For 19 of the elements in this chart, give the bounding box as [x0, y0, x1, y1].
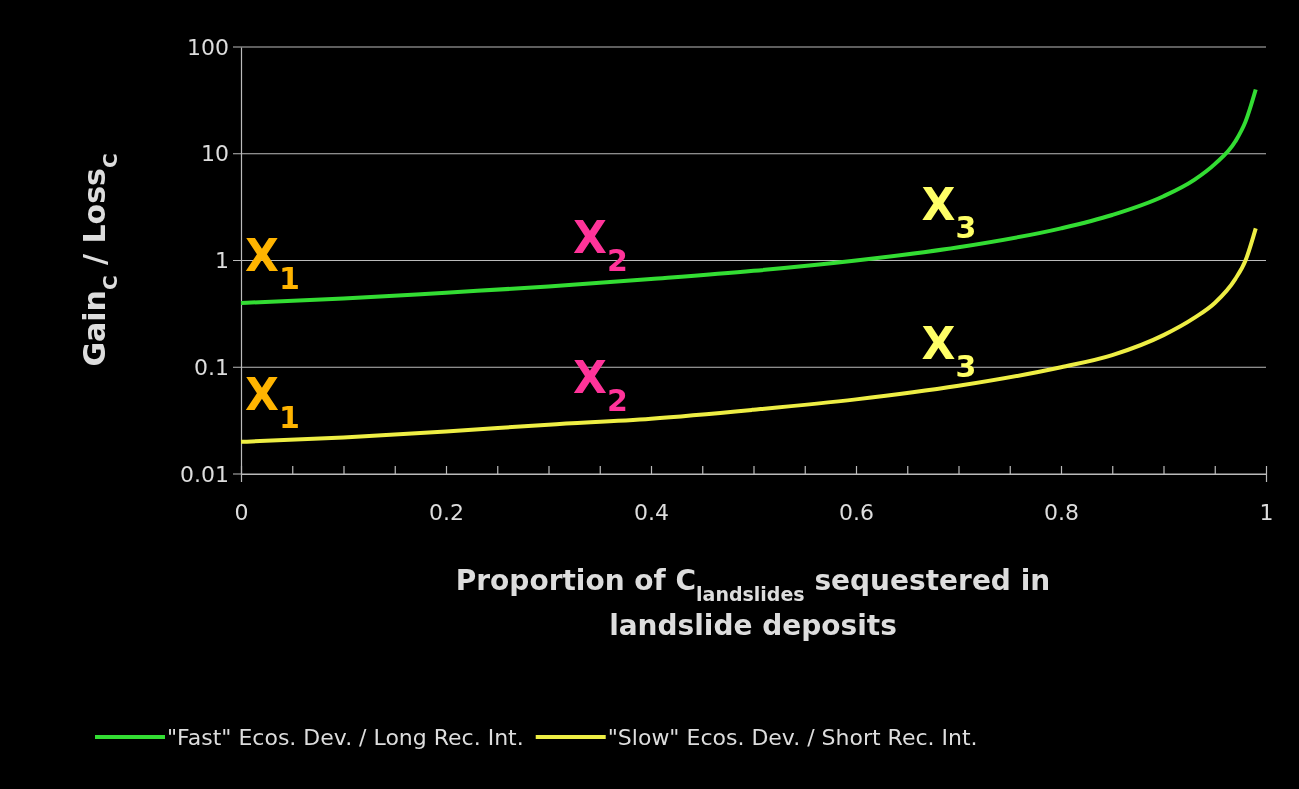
y-tick-label: 1: [215, 248, 229, 274]
annotation: X$_{3}$: [921, 317, 977, 384]
y-tick-label: 10: [201, 141, 229, 167]
x-tick-label: 0.2: [429, 500, 464, 526]
x-tick-label: 0.8: [1044, 500, 1079, 526]
y-tick-label: 0.01: [180, 461, 229, 487]
line-series: [239, 87, 1258, 305]
legend-label: "Fast" Ecos. Dev. / Long Rec. Int.: [167, 725, 524, 750]
annotation: X$_{2}$: [573, 351, 628, 418]
x-tick-label: 1: [1259, 500, 1274, 526]
annotation: X$_{1}$: [245, 368, 300, 435]
annotation: X$_{3}$: [921, 179, 977, 245]
y-tick-label: 100: [187, 34, 229, 60]
x-tick-label: 0: [234, 500, 249, 526]
y-tick-label: 0.1: [194, 354, 229, 380]
x-tick-label: 0.4: [634, 500, 669, 526]
x-axis-title: Proportion of C$_{landslides}$ sequestered in landslide deposits: [455, 564, 1051, 642]
x-tick-label: 0.6: [839, 500, 874, 526]
legend-label: "Slow" Ecos. Dev. / Short Rec. Int.: [607, 725, 978, 750]
